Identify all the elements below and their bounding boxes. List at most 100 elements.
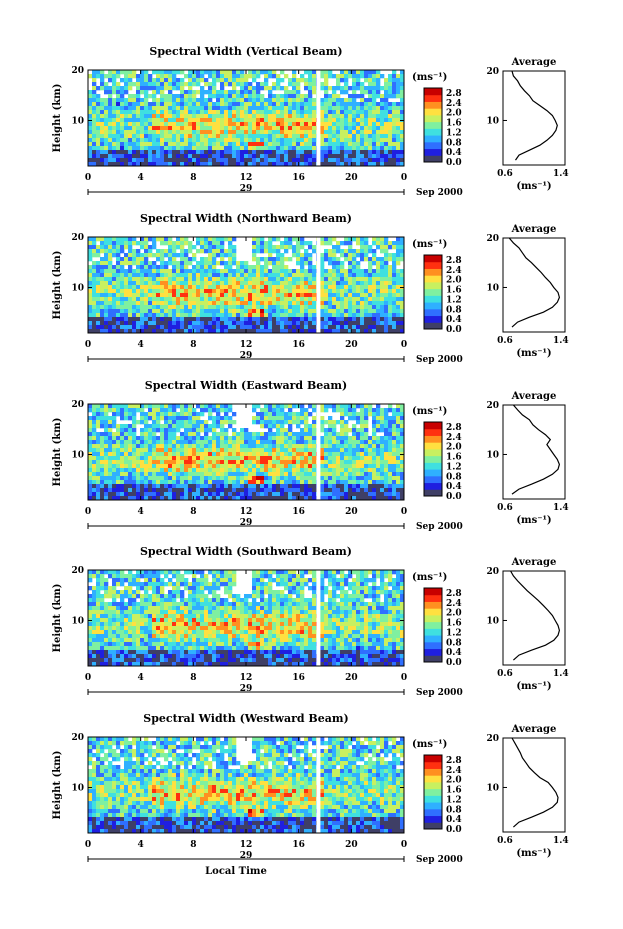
heatmap-cell (260, 472, 265, 477)
heatmap-cell (276, 416, 281, 421)
heatmap-cell (248, 444, 253, 449)
heatmap-cell (172, 420, 177, 425)
heatmap-cell (360, 130, 365, 135)
heatmap-cell (124, 70, 129, 75)
heatmap-cell (268, 468, 273, 473)
heatmap-cell (224, 78, 229, 83)
heatmap-cell (348, 297, 353, 302)
heatmap-cell (168, 305, 173, 310)
heatmap-cell (184, 440, 189, 445)
heatmap-cell (392, 277, 397, 282)
heatmap-cell (116, 484, 121, 489)
heatmap-cell (124, 305, 129, 310)
heatmap-cell (396, 90, 401, 95)
heatmap-cell (252, 404, 257, 409)
heatmap-cell (332, 313, 337, 318)
heatmap-cell (220, 309, 225, 314)
heatmap-cell (280, 305, 285, 310)
heatmap-cell (244, 142, 249, 147)
heatmap-cell (308, 82, 313, 87)
heatmap-cell (256, 468, 261, 473)
heatmap-cell (132, 428, 137, 433)
heatmap-cell (308, 106, 313, 111)
heatmap-cell (200, 142, 205, 147)
heatmap-cell (176, 281, 181, 286)
heatmap-cell (168, 424, 173, 429)
heatmap-cell (168, 412, 173, 417)
heatmap-cell (124, 404, 129, 409)
heatmap-cell (176, 468, 181, 473)
heatmap-cell (296, 78, 301, 83)
heatmap-cell (364, 273, 369, 278)
heatmap-cell (280, 420, 285, 425)
heatmap-cell (184, 114, 189, 119)
heatmap-cell (392, 146, 397, 151)
heatmap-cell (240, 142, 245, 147)
heatmap-cell (396, 162, 401, 167)
heatmap-cell (272, 289, 277, 294)
heatmap-cell (108, 492, 113, 497)
heatmap-cell (328, 301, 333, 306)
heatmap-cell (320, 70, 325, 75)
heatmap-cell (228, 460, 233, 465)
heatmap-cell (396, 305, 401, 310)
heatmap-cell (120, 90, 125, 95)
heatmap-cell (336, 309, 341, 314)
heatmap-cell (184, 82, 189, 87)
heatmap-cell (184, 436, 189, 441)
heatmap-cell (300, 436, 305, 441)
heatmap-cell (240, 468, 245, 473)
heatmap-cell (320, 146, 325, 151)
heatmap-cell (156, 126, 161, 131)
heatmap-cell (136, 154, 141, 159)
heatmap-cell (92, 484, 97, 489)
heatmap-cell (112, 86, 117, 91)
heatmap-cell (324, 404, 329, 409)
heatmap-cell (364, 90, 369, 95)
heatmap-cell (296, 142, 301, 147)
heatmap-cell (296, 325, 301, 330)
heatmap-cell (320, 142, 325, 147)
heatmap-cell (128, 273, 133, 278)
heatmap-cell (292, 78, 297, 83)
heatmap-cell (312, 245, 317, 250)
heatmap-cell (384, 78, 389, 83)
heatmap-cell (108, 74, 113, 79)
heatmap-cell (292, 412, 297, 417)
heatmap-cell (244, 309, 249, 314)
heatmap-cell (100, 309, 105, 314)
heatmap-cell (260, 98, 265, 103)
heatmap-cell (276, 460, 281, 465)
heatmap-cell (184, 412, 189, 417)
heatmap-cell (156, 460, 161, 465)
heatmap-cell (188, 484, 193, 489)
heatmap-cell (92, 325, 97, 330)
heatmap-cell (228, 245, 233, 250)
heatmap-cell (288, 138, 293, 143)
heatmap-cell (152, 289, 157, 294)
heatmap-cell (104, 488, 109, 493)
heatmap-cell (328, 261, 333, 266)
heatmap-cell (132, 456, 137, 461)
heatmap-cell (396, 273, 401, 278)
heatmap-cell (384, 118, 389, 123)
heatmap-cell (116, 476, 121, 481)
heatmap-cell (256, 277, 261, 282)
heatmap-cell (204, 102, 209, 107)
colorbar-swatch (424, 308, 442, 317)
colorbar-tick-label: 2.0 (446, 109, 462, 119)
heatmap-cell (228, 420, 233, 425)
heatmap-cell (140, 150, 145, 155)
heatmap-cell (204, 154, 209, 159)
heatmap-cell (256, 325, 261, 330)
heatmap-cell (112, 273, 117, 278)
heatmap-cell (124, 150, 129, 155)
heatmap-cell (116, 408, 121, 413)
heatmap-cell (168, 464, 173, 469)
heatmap-cell (216, 416, 221, 421)
heatmap-cell (324, 448, 329, 453)
heatmap-cell (112, 114, 117, 119)
heatmap-cell (320, 492, 325, 497)
heatmap-cell (172, 432, 177, 437)
heatmap-cell (88, 122, 93, 127)
